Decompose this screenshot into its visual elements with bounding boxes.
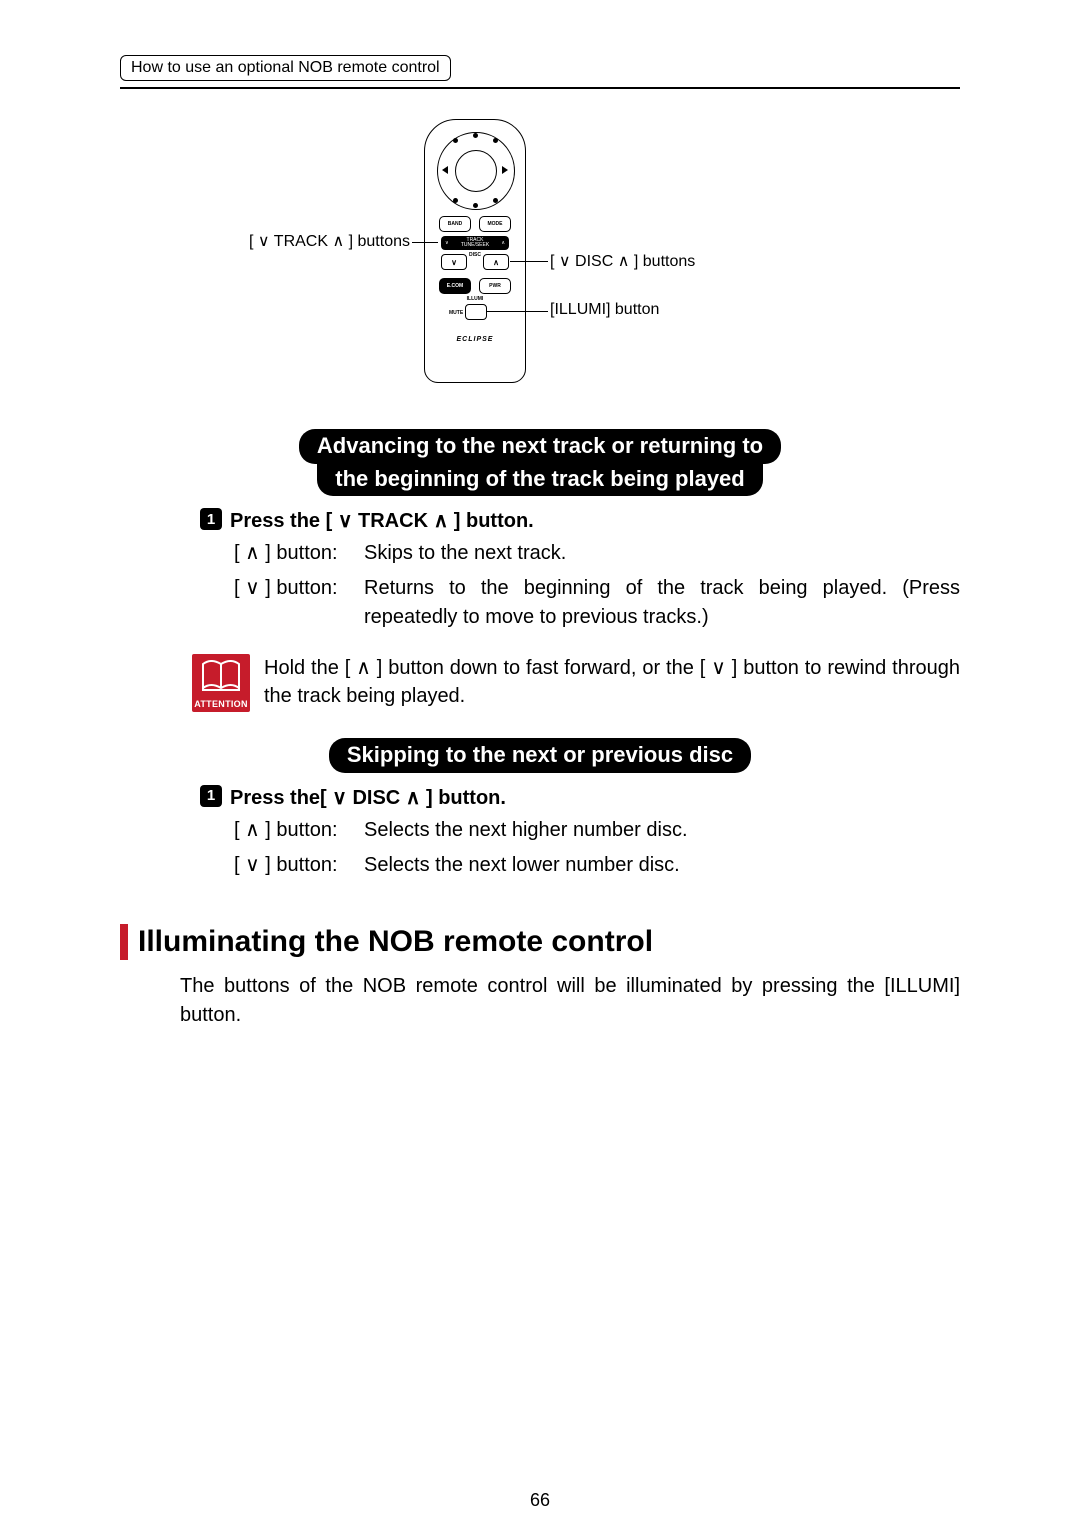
callout-track: [ ∨ TRACK ∧ ] buttons (220, 231, 410, 251)
page-number: 66 (0, 1490, 1080, 1511)
heading-pill-line2: the beginning of the track being played (317, 462, 762, 497)
sub-key: [ ∧ ] button: (234, 816, 364, 845)
illumi-label: ILLUMI (425, 296, 525, 302)
down-caret-icon: ∨ (445, 240, 449, 246)
step-instruction: Press the [ ∨ TRACK ∧ ] button. (230, 508, 534, 533)
disc-down-button: ∨ (441, 254, 467, 270)
attention-block: ATTENTION Hold the [ ∧ ] button down to … (120, 654, 960, 712)
dial-inner (455, 150, 497, 192)
dial-left-icon (442, 166, 448, 174)
major-title: Illuminating the NOB remote control (138, 924, 653, 960)
attention-label: ATTENTION (192, 699, 250, 709)
illumi-button (465, 304, 487, 320)
mute-label: MUTE (449, 310, 463, 316)
callout-illumi: [ILLUMI] button (550, 301, 659, 319)
attention-icon: ATTENTION (192, 654, 250, 712)
down-caret-icon: ∨ (451, 258, 457, 267)
step-instruction: Press the[ ∨ DISC ∧ ] button. (230, 785, 506, 810)
step-number: 1 (200, 785, 222, 807)
major-body: The buttons of the NOB remote control wi… (180, 972, 960, 1030)
heading-pill-line1: Advancing to the next track or returning… (299, 429, 781, 464)
remote-diagram: BAND MODE ∨ TRACKTUNE/SEEK ∧ DISC ∨ ∧ E.… (120, 119, 960, 419)
section1-heading: Advancing to the next track or returning… (120, 429, 960, 494)
mode-button: MODE (479, 216, 511, 232)
dial-mark (453, 198, 458, 203)
sub-val: Skips to the next track. (364, 539, 960, 568)
heading-pill: Skipping to the next or previous disc (329, 738, 751, 773)
leader-line (412, 242, 438, 243)
major-heading: Illuminating the NOB remote control (120, 924, 960, 960)
up-caret-icon: ∧ (493, 258, 499, 267)
section2-heading: Skipping to the next or previous disc (120, 738, 960, 771)
section2-sub-b: [ ∨ ] button: Selects the next lower num… (234, 851, 960, 880)
brand-label: ECLIPSE (425, 336, 525, 343)
section1-step: 1 Press the [ ∨ TRACK ∧ ] button. (120, 508, 960, 533)
section2-step: 1 Press the[ ∨ DISC ∧ ] button. (120, 785, 960, 810)
ecom-pwr-row: E.COM PWR (439, 278, 511, 294)
pwr-button: PWR (479, 278, 511, 294)
attention-text: Hold the [ ∧ ] button down to fast forwa… (264, 654, 960, 710)
sub-val: Selects the next higher number disc. (364, 816, 960, 845)
sub-val: Returns to the beginning of the track be… (364, 574, 960, 632)
band-button: BAND (439, 216, 471, 232)
band-mode-row: BAND MODE (439, 216, 511, 232)
section1-sub-b: [ ∨ ] button: Returns to the beginning o… (234, 574, 960, 632)
disc-up-button: ∧ (483, 254, 509, 270)
step-number: 1 (200, 508, 222, 530)
sub-val: Selects the next lower number disc. (364, 851, 960, 880)
callout-disc: [ ∨ DISC ∧ ] buttons (550, 251, 695, 271)
ecom-button: E.COM (439, 278, 471, 294)
dial-mark (493, 198, 498, 203)
section2-sub-a: [ ∧ ] button: Selects the next higher nu… (234, 816, 960, 845)
breadcrumb: How to use an optional NOB remote contro… (120, 55, 451, 81)
dial-right-icon (502, 166, 508, 174)
track-label-bottom: TUNE/SEEK (461, 242, 489, 248)
up-caret-icon: ∧ (501, 240, 505, 246)
dial-mark (473, 203, 478, 208)
sub-key: [ ∨ ] button: (234, 851, 364, 880)
leader-line (486, 311, 548, 312)
disc-row: ∨ ∧ (441, 254, 509, 270)
dial-mark (473, 133, 478, 138)
leader-line (510, 261, 548, 262)
sub-key: [ ∨ ] button: (234, 574, 364, 632)
dial-mark (493, 138, 498, 143)
dial-mark (453, 138, 458, 143)
section1-sub-a: [ ∧ ] button: Skips to the next track. (234, 539, 960, 568)
track-bar: ∨ TRACKTUNE/SEEK ∧ (441, 236, 509, 250)
accent-bar (120, 924, 128, 960)
sub-key: [ ∧ ] button: (234, 539, 364, 568)
remote-body: BAND MODE ∨ TRACKTUNE/SEEK ∧ DISC ∨ ∧ E.… (424, 119, 526, 383)
book-icon (201, 660, 241, 692)
header-rule (120, 87, 960, 89)
